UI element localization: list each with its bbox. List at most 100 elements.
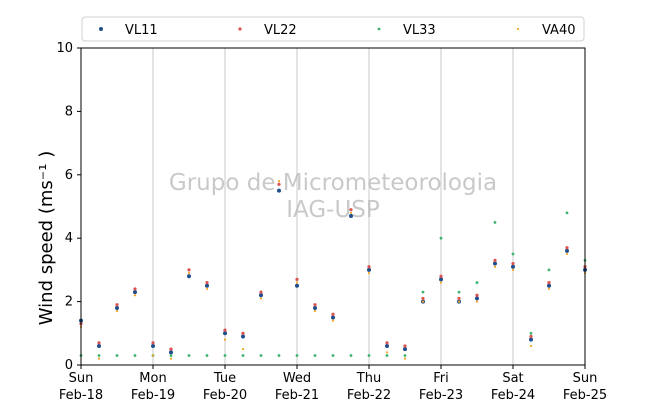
- data-point: [547, 287, 551, 291]
- data-point: [277, 354, 281, 357]
- data-point: [547, 268, 551, 272]
- x-tick-label: Wed Feb-21: [275, 371, 319, 403]
- data-point: [205, 283, 209, 288]
- x-tick-day: Sat: [502, 371, 523, 386]
- data-point: [439, 277, 443, 282]
- y-axis: 0 2 4 6 8 10: [56, 41, 81, 373]
- data-point: [421, 296, 425, 301]
- series-VA40: [79, 180, 587, 360]
- data-point: [295, 354, 299, 357]
- data-point: [385, 351, 389, 354]
- data-point: [133, 287, 137, 291]
- data-point: [493, 220, 497, 224]
- data-point: [457, 290, 461, 294]
- x-tick-day: Sun: [573, 371, 598, 386]
- legend-label: VL33: [403, 23, 436, 38]
- data-point: [259, 297, 263, 300]
- x-tick-date: Feb-20: [203, 388, 247, 403]
- data-point: [169, 350, 173, 355]
- plot-frame: [80, 47, 586, 366]
- data-point: [367, 265, 371, 269]
- data-point: [277, 180, 281, 183]
- x-tick-date: Feb-24: [491, 388, 535, 403]
- data-point: [349, 354, 353, 357]
- legend-label: VL22: [264, 23, 297, 38]
- x-tick-date: Feb-22: [347, 388, 391, 403]
- data-point: [187, 354, 191, 357]
- y-tick-label: 4: [65, 231, 73, 246]
- data-point: [367, 271, 371, 275]
- x-tick-label: Mon Feb-19: [131, 371, 175, 403]
- x-tick-label: Sun Feb-25: [563, 371, 607, 403]
- x-tick-day: Sun: [69, 371, 94, 386]
- x-tick-date: Feb-21: [275, 388, 319, 403]
- data-point: [331, 315, 335, 320]
- data-point: [97, 354, 101, 357]
- data-point: [349, 214, 353, 219]
- data-point: [493, 261, 497, 266]
- data-point: [115, 310, 119, 313]
- data-point: [529, 337, 533, 342]
- data-point: [223, 331, 227, 336]
- data-point: [133, 294, 137, 297]
- data-point: [151, 354, 155, 357]
- data-point: [331, 312, 335, 316]
- data-point: [277, 182, 281, 186]
- data-point: [277, 188, 281, 193]
- data-point: [205, 280, 209, 285]
- data-point: [97, 343, 101, 348]
- x-tick-date: Feb-23: [419, 388, 463, 403]
- data-point: [349, 208, 353, 212]
- data-point: [295, 283, 299, 288]
- data-point: [565, 248, 569, 253]
- data-point: [565, 246, 569, 250]
- data-point: [385, 343, 389, 348]
- data-point: [421, 300, 425, 303]
- data-point: [385, 341, 389, 345]
- data-point: [403, 347, 407, 352]
- x-tick-date: Feb-25: [563, 388, 607, 403]
- data-point: [439, 236, 443, 240]
- data-point: [313, 303, 317, 307]
- data-point: [115, 305, 119, 310]
- data-point: [475, 293, 479, 297]
- x-tick-date: Feb-19: [131, 388, 175, 403]
- data-point: [241, 331, 245, 335]
- data-point: [475, 281, 479, 284]
- x-tick-label: Thu Feb-22: [347, 371, 391, 403]
- legend-label: VA40: [542, 23, 576, 38]
- data-point: [565, 211, 569, 215]
- x-tick-label: Sat Feb-24: [491, 371, 535, 403]
- data-point: [313, 354, 317, 357]
- data-point: [151, 341, 155, 345]
- watermark: Grupo de Micrometeorologia IAG-USP: [169, 170, 497, 223]
- data-point: [331, 354, 335, 357]
- data-point: [133, 354, 137, 357]
- y-tick-label: 10: [56, 41, 73, 56]
- data-point: [475, 296, 479, 301]
- data-point: [511, 264, 515, 269]
- data-point: [313, 310, 317, 313]
- x-tick-day: Thu: [356, 371, 381, 386]
- x-tick-label: Fri Feb-23: [419, 371, 463, 403]
- data-point: [385, 354, 389, 357]
- data-point: [421, 290, 425, 294]
- data-point: [295, 281, 299, 284]
- series-VL22: [79, 182, 587, 351]
- data-point: [169, 354, 173, 357]
- data-point: [187, 274, 191, 279]
- data-point: [223, 328, 227, 332]
- data-point: [259, 354, 263, 357]
- data-point: [367, 267, 371, 272]
- data-point: [511, 252, 515, 256]
- data-point: [97, 357, 101, 360]
- legend-marker: [516, 27, 520, 31]
- data-point: [259, 290, 263, 294]
- data-point: [241, 348, 245, 351]
- y-tick-label: 2: [65, 295, 73, 310]
- data-point: [511, 268, 515, 271]
- data-point: [331, 319, 335, 322]
- data-point: [223, 338, 227, 341]
- data-point: [241, 354, 245, 357]
